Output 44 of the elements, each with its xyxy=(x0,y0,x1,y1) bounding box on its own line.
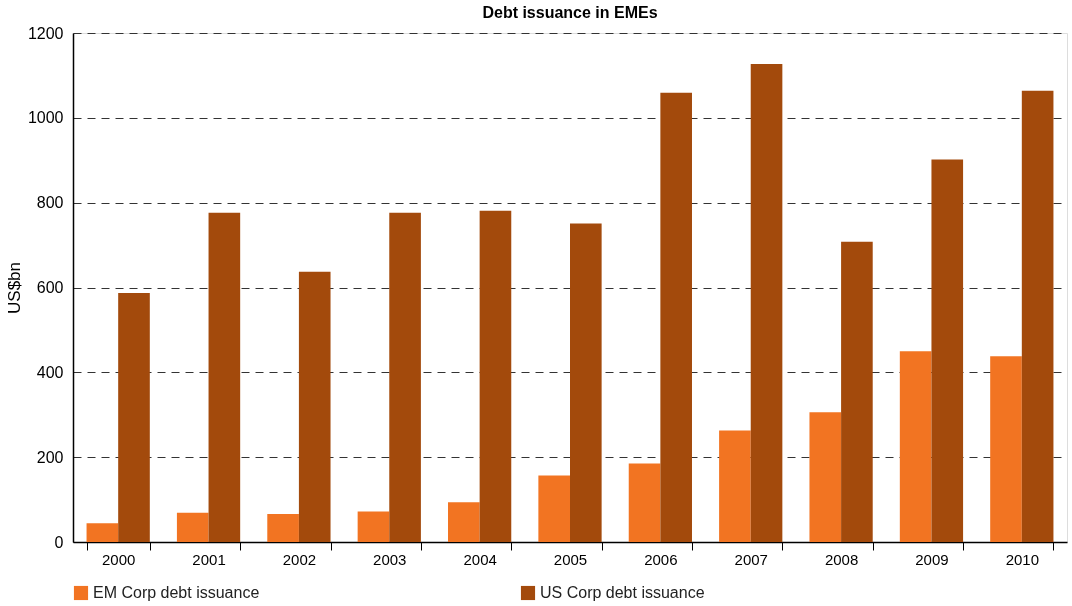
x-tick-label: 2002 xyxy=(282,550,317,568)
bar xyxy=(660,92,692,542)
y-tick-label: 1200 xyxy=(27,24,64,42)
x-tick-label: 2010 xyxy=(1005,550,1040,568)
bar xyxy=(1021,90,1054,542)
x-tick-label: 2004 xyxy=(463,550,497,568)
bar xyxy=(448,502,480,542)
x-tick-label: 2009 xyxy=(915,550,949,568)
bar xyxy=(389,212,421,542)
bar xyxy=(357,511,390,542)
x-tick-label: 2003 xyxy=(373,550,407,568)
bar xyxy=(628,463,661,542)
y-axis-title: US$bn xyxy=(4,262,24,314)
x-tick-label: 2005 xyxy=(553,550,588,568)
bar xyxy=(899,351,932,542)
y-tick-label: 200 xyxy=(36,448,64,466)
bar xyxy=(118,293,150,542)
bar xyxy=(931,159,964,542)
bar xyxy=(990,356,1022,542)
bar xyxy=(809,412,842,542)
chart-title: Debt issuance in EMEs xyxy=(482,4,658,21)
bar xyxy=(750,63,783,542)
y-tick-label: 0 xyxy=(54,533,64,551)
x-tick-label: 2007 xyxy=(734,550,768,568)
bar xyxy=(538,475,570,542)
legend-label: EM Corp debt issuance xyxy=(93,584,260,601)
bar xyxy=(570,223,602,542)
legend-label: US Corp debt issuance xyxy=(540,584,705,601)
bar xyxy=(719,430,751,542)
x-tick-label: 2008 xyxy=(824,550,859,568)
x-tick-label: 2000 xyxy=(101,550,136,568)
y-tick-label: 600 xyxy=(36,279,64,296)
x-tick-label: 2006 xyxy=(644,550,678,568)
bar xyxy=(208,212,241,542)
y-tick-label: 400 xyxy=(36,363,64,381)
bar xyxy=(267,514,299,542)
bar xyxy=(176,512,209,542)
y-tick-label: 800 xyxy=(36,194,64,212)
bar xyxy=(86,523,119,542)
y-tick-label: 1000 xyxy=(27,109,64,127)
x-tick-label: 2001 xyxy=(192,550,226,568)
bar xyxy=(298,271,331,542)
bar xyxy=(841,241,873,542)
bar xyxy=(479,210,512,542)
